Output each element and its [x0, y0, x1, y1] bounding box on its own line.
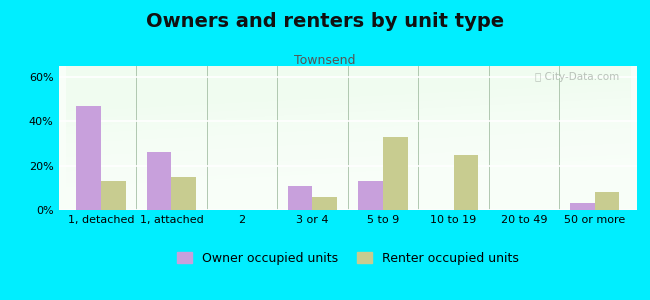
Text: Owners and renters by unit type: Owners and renters by unit type [146, 12, 504, 31]
Bar [76, 106, 101, 210]
Bar [147, 152, 172, 210]
Bar [313, 197, 337, 210]
Bar [358, 181, 383, 210]
Legend: Owner occupied units, Renter occupied units: Owner occupied units, Renter occupied un… [172, 247, 524, 270]
Bar [101, 181, 125, 210]
Bar [454, 154, 478, 210]
Bar [570, 203, 595, 210]
Bar [595, 192, 619, 210]
Bar [172, 177, 196, 210]
Text: Townsend: Townsend [294, 54, 356, 67]
Text: ⓘ City-Data.com: ⓘ City-Data.com [536, 72, 619, 82]
Bar [288, 186, 313, 210]
Bar [383, 137, 408, 210]
